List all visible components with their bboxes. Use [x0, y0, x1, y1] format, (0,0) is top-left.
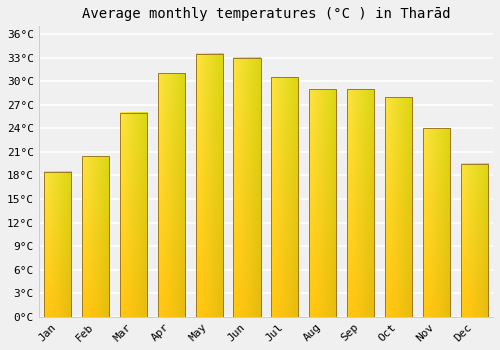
Bar: [120, 113, 147, 317]
Bar: [44, 172, 72, 317]
Bar: [82, 156, 109, 317]
Bar: [460, 164, 488, 317]
Title: Average monthly temperatures (°C ) in Tharād: Average monthly temperatures (°C ) in Th…: [82, 7, 450, 21]
Bar: [385, 97, 412, 317]
Bar: [196, 54, 223, 317]
Bar: [234, 58, 260, 317]
Bar: [271, 77, 298, 317]
Bar: [347, 89, 374, 317]
Bar: [422, 128, 450, 317]
Bar: [309, 89, 336, 317]
Bar: [158, 74, 185, 317]
